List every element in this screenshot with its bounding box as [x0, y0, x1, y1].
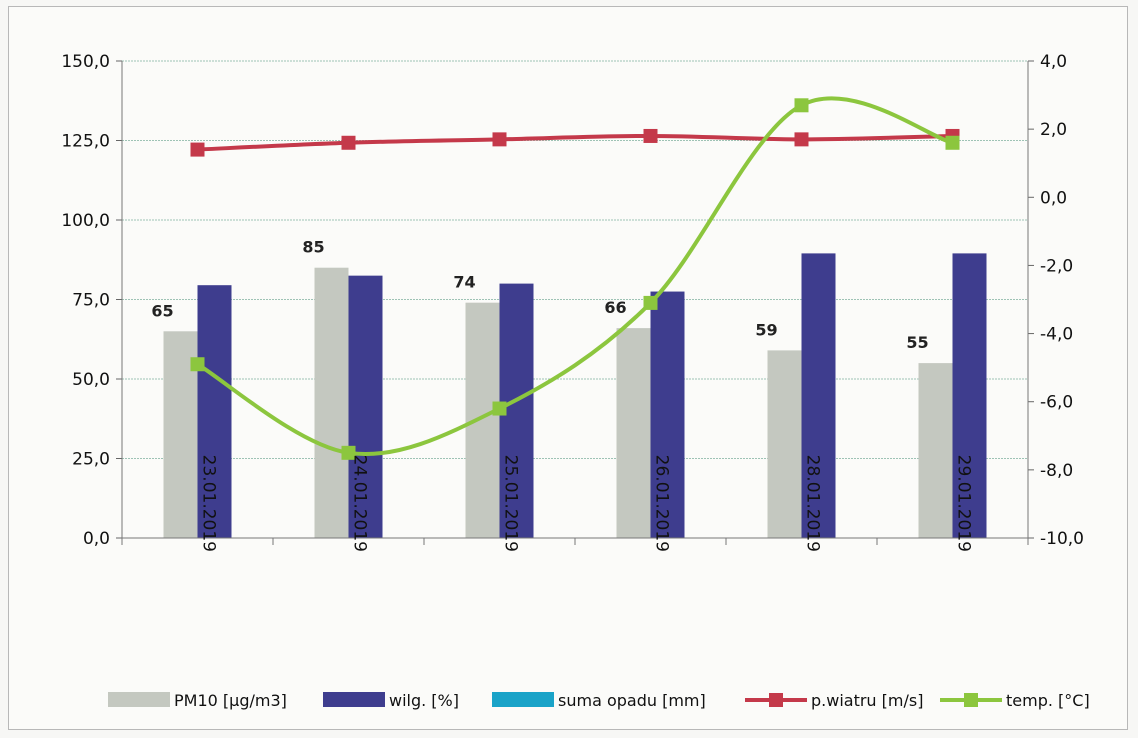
series-line: [197, 133, 953, 152]
gridlines: [122, 60, 1028, 459]
right-axis-tick-label: -10,0: [1040, 529, 1084, 549]
data-label: 85: [302, 238, 324, 257]
series-marker: [794, 132, 809, 147]
x-axis-category-label: 28.01.2019: [803, 455, 823, 552]
bar: [314, 267, 349, 538]
legend-label: PM10 [µg/m3]: [174, 691, 287, 710]
series-marker: [945, 135, 960, 150]
legend-label: temp. [°C]: [1006, 691, 1090, 710]
series-marker: [341, 135, 356, 150]
lines: [190, 96, 960, 460]
left-axis-tick-label: 125,0: [61, 132, 110, 152]
right-axis-tick-label: 0,0: [1040, 188, 1067, 208]
bar: [650, 291, 685, 538]
x-axis-category-label: 29.01.2019: [954, 455, 974, 552]
data-label: 55: [906, 333, 928, 352]
bar: [952, 253, 987, 538]
left-axis-tick-label: 50,0: [72, 370, 110, 390]
right-axis-tick-label: 4,0: [1040, 52, 1067, 72]
left-axis-tick-label: 150,0: [61, 52, 110, 72]
series-marker: [643, 295, 658, 310]
data-label: 66: [604, 298, 626, 317]
legend-swatch: [108, 692, 170, 707]
axes: [116, 60, 1034, 545]
bar: [465, 302, 500, 538]
right-axis-tick-label: -2,0: [1040, 256, 1073, 276]
left-axis-tick-label: 100,0: [61, 211, 110, 231]
legend-label: suma opadu [mm]: [558, 691, 706, 710]
data-label: 74: [453, 273, 475, 292]
series-marker: [492, 132, 507, 147]
labels: 0,0 25,0 50,0 75,0 100,0 125,0 150,0 -10,0 -8,0 -…: [61, 52, 1084, 552]
legend-marker: [769, 693, 783, 707]
x-axis-category-label: 26.01.2019: [652, 455, 672, 552]
bar: [918, 363, 953, 538]
x-axis-category-label: 25.01.2019: [501, 455, 521, 552]
right-axis-tick-label: 2,0: [1040, 120, 1067, 140]
x-axis-category-label: 23.01.2019: [199, 455, 219, 552]
bars: [163, 253, 987, 538]
right-axis-tick-label: -4,0: [1040, 325, 1073, 345]
series-marker: [492, 401, 507, 416]
legend-swatch: [492, 692, 554, 707]
series-marker: [190, 142, 205, 157]
x-axis-category-label: 24.01.2019: [350, 455, 370, 552]
series-marker: [190, 357, 205, 372]
left-axis-tick-label: 75,0: [72, 291, 110, 311]
bar: [767, 350, 802, 538]
series-line: [196, 96, 954, 456]
left-axis-tick-label: 25,0: [72, 450, 110, 470]
series-marker: [341, 445, 356, 460]
bar: [348, 275, 383, 538]
left-axis-tick-label: 0,0: [83, 529, 110, 549]
legend: PM10 [µg/m3] wilg. [%] suma opadu [mm] p.wi…: [108, 691, 1090, 710]
legend-label: p.wiatru [m/s]: [811, 691, 923, 710]
legend-marker: [964, 693, 978, 707]
data-label: 65: [151, 301, 173, 320]
series-marker: [794, 98, 809, 113]
data-label: 59: [755, 320, 777, 339]
right-axis-tick-label: -8,0: [1040, 461, 1073, 481]
bar: [801, 253, 836, 538]
series-marker: [643, 128, 658, 143]
bar: [616, 328, 651, 538]
legend-swatch: [323, 692, 385, 707]
right-axis-tick-label: -6,0: [1040, 393, 1073, 413]
legend-label: wilg. [%]: [389, 691, 459, 710]
bar: [197, 285, 232, 538]
